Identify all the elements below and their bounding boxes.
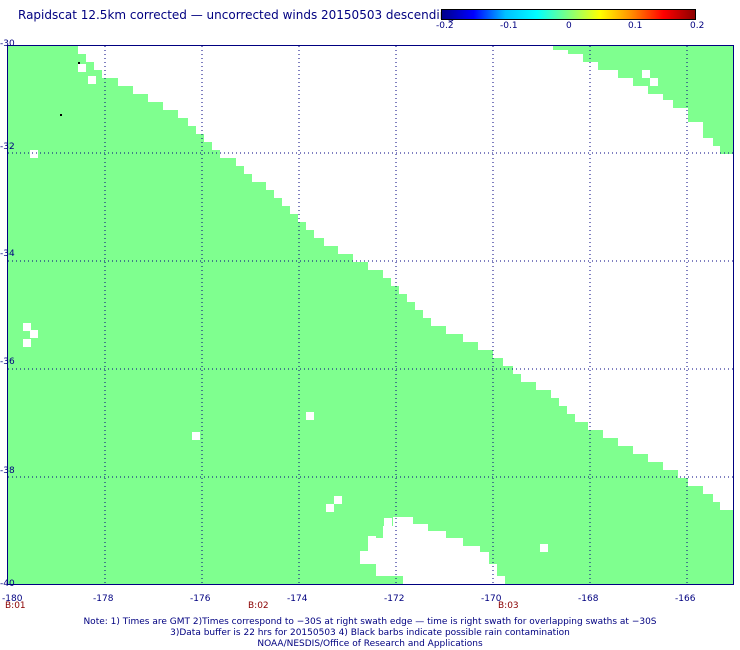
lon-label: -166 bbox=[675, 594, 696, 604]
missing-data-cell bbox=[642, 70, 650, 78]
lat-label: -30 bbox=[0, 39, 15, 49]
footnote-line-3: NOAA/NESDIS/Office of Research and Appli… bbox=[257, 639, 483, 649]
rain-flag-mark bbox=[78, 62, 80, 64]
swath-time-label: B:03 bbox=[498, 601, 519, 611]
missing-data-cell bbox=[540, 544, 548, 552]
missing-data-cell bbox=[384, 518, 392, 526]
lon-label: -168 bbox=[578, 594, 599, 604]
missing-data-cell bbox=[440, 548, 448, 556]
lat-label: -34 bbox=[0, 249, 15, 259]
lon-label: -180 bbox=[2, 594, 23, 604]
colorbar-tick: -0.1 bbox=[500, 21, 518, 31]
colorbar-tick: 0 bbox=[566, 21, 572, 31]
missing-data-cell bbox=[306, 412, 314, 420]
swath-time-label: B:01 bbox=[5, 601, 26, 611]
missing-data-cell bbox=[23, 323, 31, 331]
wind-swath-region bbox=[8, 46, 733, 584]
map-plot-area bbox=[7, 45, 734, 585]
lat-label: -36 bbox=[0, 357, 15, 367]
missing-data-cell bbox=[30, 150, 38, 158]
colorbar-tick: -0.2 bbox=[436, 21, 454, 31]
missing-data-cell bbox=[588, 78, 596, 86]
missing-data-cell bbox=[400, 556, 408, 564]
lon-label: -172 bbox=[384, 594, 405, 604]
wind-difference-map bbox=[8, 46, 733, 584]
missing-data-cell bbox=[78, 64, 86, 72]
lat-label: -32 bbox=[0, 142, 15, 152]
lon-label: -170 bbox=[481, 594, 502, 604]
missing-data-cell bbox=[30, 330, 38, 338]
colorbar bbox=[441, 9, 696, 20]
swath-time-label: B:02 bbox=[248, 601, 269, 611]
lon-label: -178 bbox=[93, 594, 114, 604]
missing-data-cell bbox=[368, 536, 376, 544]
lon-label: -176 bbox=[190, 594, 211, 604]
missing-data-cell bbox=[650, 78, 658, 86]
missing-data-cell bbox=[326, 504, 334, 512]
missing-data-cell bbox=[192, 432, 200, 440]
wind-swath-region bbox=[553, 46, 733, 154]
rain-flag-mark bbox=[60, 114, 62, 116]
colorbar-tick: 0.1 bbox=[628, 21, 643, 31]
missing-data-cell bbox=[334, 496, 342, 504]
missing-data-cell bbox=[23, 339, 31, 347]
lat-label: -40 bbox=[0, 579, 15, 589]
missing-data-cell bbox=[88, 76, 96, 84]
missing-data-cell bbox=[390, 526, 398, 534]
missing-data-cell bbox=[480, 560, 488, 568]
footnote-line-2: 3)Data buffer is 22 hrs for 20150503 4) … bbox=[170, 628, 570, 638]
lat-label: -38 bbox=[0, 466, 15, 476]
missing-data-cell bbox=[376, 546, 384, 554]
missing-data-cell bbox=[384, 560, 392, 568]
colorbar-tick: 0.2 bbox=[690, 21, 705, 31]
map-title: Rapidscat 12.5km corrected — uncorrected… bbox=[18, 8, 455, 22]
lon-label: -174 bbox=[287, 594, 308, 604]
footnote-line-1: Note: 1) Times are GMT 2)Times correspon… bbox=[83, 617, 657, 627]
missing-data-cell bbox=[396, 546, 404, 554]
